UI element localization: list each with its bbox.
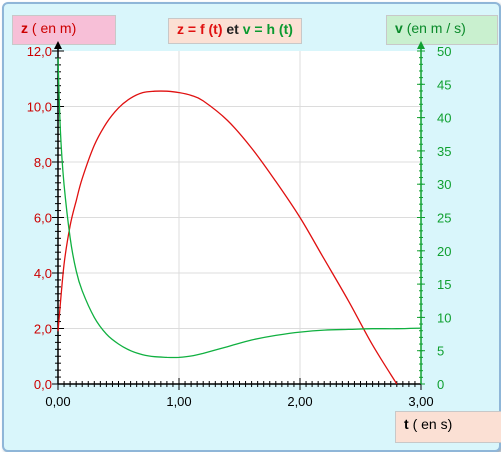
z-axis-var: z <box>21 20 28 36</box>
y2-tick-label: 20 <box>437 244 451 259</box>
y2-tick-label: 15 <box>437 277 451 292</box>
tick-labels: 0,00 1,00 2,00 3,00 0,0 2,0 4,0 6,0 8,0 10,0 12,0 0… <box>27 44 452 409</box>
y2-tick-label: 0 <box>437 377 444 392</box>
series-group <box>57 57 422 385</box>
y-tick-label: 0,0 <box>34 377 52 392</box>
y-axis-arrow <box>54 41 62 49</box>
y-tick-label: 6,0 <box>34 211 52 226</box>
x-tick-label: 1,00 <box>166 394 191 409</box>
v-axis-var: v <box>395 20 403 36</box>
series-line-z <box>57 90 398 385</box>
axes <box>52 41 425 390</box>
y-tick-label: 2,0 <box>34 322 52 337</box>
y-tick-label: 8,0 <box>34 155 52 170</box>
series-line-v <box>57 57 422 359</box>
v-axis-label: v (en m / s) <box>386 15 498 45</box>
y2-axis-arrow <box>417 41 425 49</box>
z-axis-label: z ( en m) <box>12 15 116 45</box>
title-v: v = h (t) <box>242 21 293 37</box>
y2-tick-label: 25 <box>437 211 451 226</box>
y-tick-label: 12,0 <box>27 44 52 59</box>
x-tick-label: 0,00 <box>45 394 70 409</box>
z-axis-unit: ( en m) <box>31 20 77 36</box>
y2-tick-label: 5 <box>437 344 444 359</box>
t-axis-label: t ( en s) <box>395 411 501 443</box>
x-tick-label: 2,00 <box>287 394 312 409</box>
grid <box>58 51 421 384</box>
y-tick-label: 10,0 <box>27 100 52 115</box>
chart-title: z = f (t) et v = h (t) <box>168 18 302 44</box>
y2-tick-label: 10 <box>437 310 451 325</box>
t-axis-unit: ( en s) <box>412 416 453 432</box>
y2-tick-label: 30 <box>437 177 451 192</box>
y2-tick-label: 35 <box>437 144 451 159</box>
v-axis-unit: (en m / s) <box>406 20 466 36</box>
y2-tick-label: 50 <box>437 44 451 59</box>
title-et: et <box>226 21 239 37</box>
y2-tick-label: 45 <box>437 77 451 92</box>
x-tick-label: 3,00 <box>408 394 433 409</box>
y-tick-label: 4,0 <box>34 266 52 281</box>
t-axis-var: t <box>404 416 409 432</box>
y2-tick-label: 40 <box>437 111 451 126</box>
title-z: z = f (t) <box>177 21 223 37</box>
